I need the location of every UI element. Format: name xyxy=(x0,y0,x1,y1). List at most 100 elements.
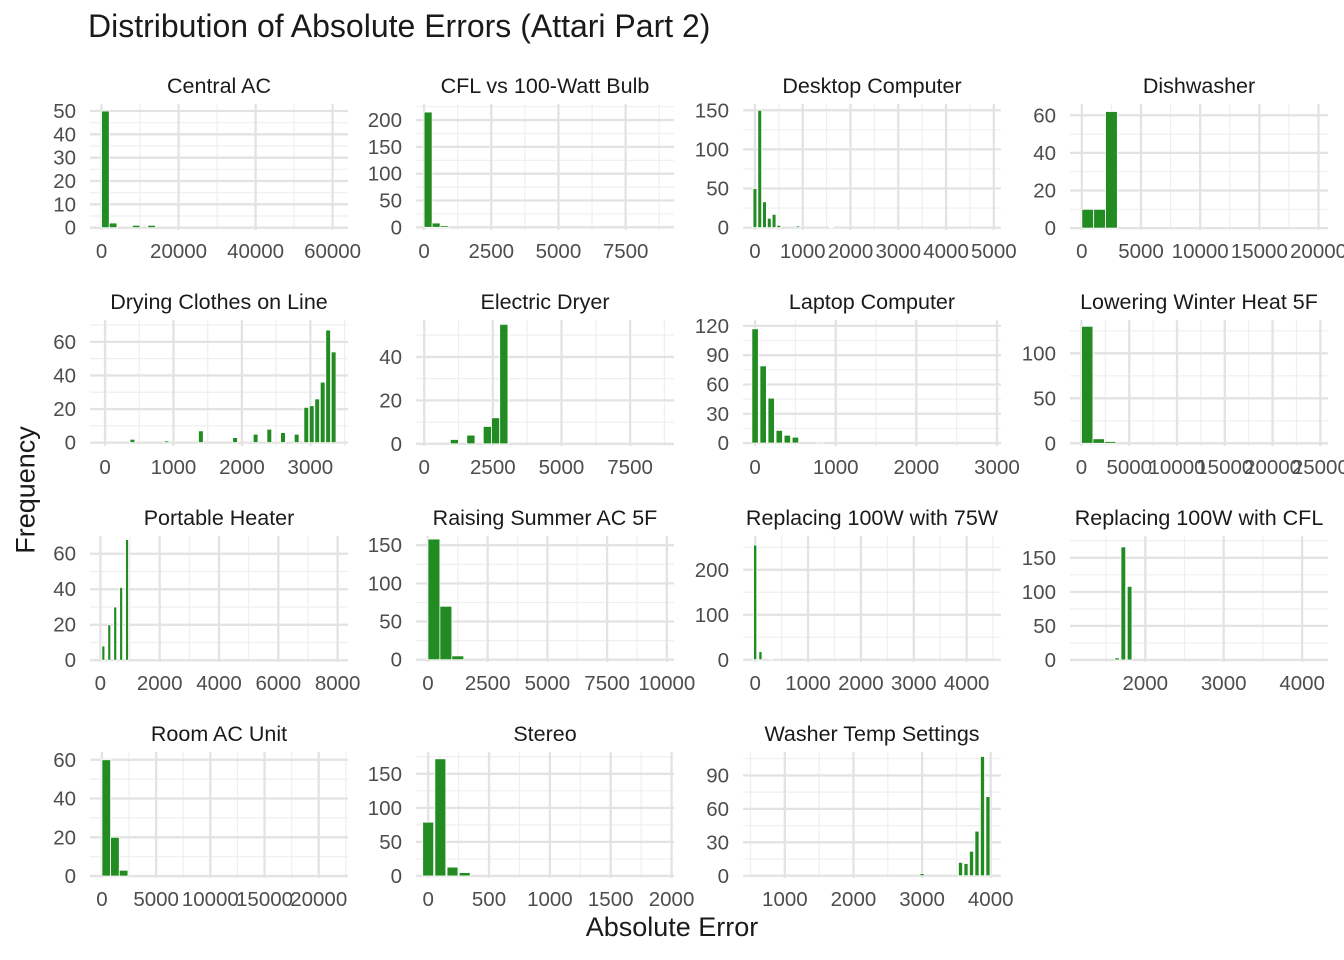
x-tick-label: 20000 xyxy=(150,240,207,263)
y-tick-label: 90 xyxy=(706,764,729,787)
bar-desktop-computer-6 xyxy=(795,225,801,229)
x-tick-label: 3000 xyxy=(891,672,937,695)
minor-grid xyxy=(743,536,1001,662)
bar-washer-temp-settings-4 xyxy=(974,830,980,877)
bar-washer-temp-settings-1 xyxy=(958,861,963,877)
y-tick-label: 50 xyxy=(1033,615,1056,638)
bar-washer-temp-settings-6 xyxy=(985,796,991,877)
x-tick-label: 0 xyxy=(418,240,429,263)
x-tick-label: 7500 xyxy=(607,456,653,479)
bar-cfl-vs-100-watt-bulb-1 xyxy=(431,222,441,228)
y-tick-label: 60 xyxy=(53,749,76,772)
bar-drying-clothes-on-line-0 xyxy=(129,438,136,444)
x-tick-label: 2000 xyxy=(894,456,940,479)
y-tick-label: 50 xyxy=(706,178,729,201)
x-tick-label: 0 xyxy=(1076,456,1087,479)
bar-stereo-2 xyxy=(446,866,459,877)
major-grid xyxy=(743,104,1001,230)
y-tick-label: 60 xyxy=(53,331,76,354)
y-tick-label: 0 xyxy=(391,433,402,456)
bar-electric-dryer-0 xyxy=(449,439,459,445)
major-grid xyxy=(90,752,348,878)
facet-title: Replacing 100W with 75W xyxy=(746,506,999,530)
bar-laptop-computer-0 xyxy=(751,328,759,444)
x-tick-label: 4000 xyxy=(944,672,990,695)
x-tick-label: 2500 xyxy=(470,456,516,479)
bar-dishwasher-0 xyxy=(1081,208,1095,229)
bar-portable-heater-2 xyxy=(113,606,118,661)
x-axis-title: Absolute Error xyxy=(585,912,759,942)
facet-title: Portable Heater xyxy=(144,506,295,530)
x-tick-label: 20000 xyxy=(290,888,347,911)
x-tick-label: 15000 xyxy=(236,888,293,911)
x-tick-label: 7500 xyxy=(584,672,630,695)
y-tick-label: 0 xyxy=(65,432,76,455)
x-tick-label: 500 xyxy=(472,888,506,911)
bar-cfl-vs-100-watt-bulb-2 xyxy=(439,225,449,228)
y-tick-label: 150 xyxy=(695,99,729,122)
x-tick-label: 1000 xyxy=(785,672,831,695)
y-tick-label: 90 xyxy=(706,344,729,367)
minor-grid xyxy=(90,752,348,878)
bar-laptop-computer-1 xyxy=(759,365,767,444)
bar-desktop-computer-4 xyxy=(771,213,777,229)
bar-drying-clothes-on-line-3 xyxy=(232,437,238,444)
y-tick-label: 30 xyxy=(706,403,729,426)
x-tick-label: 3000 xyxy=(1201,672,1247,695)
x-tick-label: 25000 xyxy=(1292,456,1344,479)
major-grid xyxy=(416,104,674,230)
bar-drying-clothes-on-line-6 xyxy=(280,432,286,444)
y-tick-label: 150 xyxy=(368,763,402,786)
y-tick-label: 20 xyxy=(53,398,76,421)
y-tick-label: 50 xyxy=(53,100,76,123)
bar-lowering-winter-heat-5f-2 xyxy=(1104,441,1117,444)
x-tick-label: 0 xyxy=(749,672,760,695)
bar-replacing-100w-with-cfl-1 xyxy=(1120,546,1127,661)
y-tick-label: 40 xyxy=(53,578,76,601)
facet-title: CFL vs 100-Watt Bulb xyxy=(441,74,650,98)
bar-washer-temp-settings-5 xyxy=(980,756,985,877)
bar-laptop-computer-6 xyxy=(815,441,824,444)
bar-portable-heater-0 xyxy=(101,645,106,661)
bar-cfl-vs-100-watt-bulb-0 xyxy=(423,111,433,228)
facet-drying-clothes-on-line: Drying Clothes on Line 0 1000 2000 3000 0 20 40… xyxy=(53,290,348,479)
facet-lowering-winter-heat-5f: Lowering Winter Heat 5F 0 5000100001500020… xyxy=(1022,290,1344,479)
y-tick-label: 40 xyxy=(53,123,76,146)
x-tick-label: 1000 xyxy=(762,888,808,911)
y-tick-label: 120 xyxy=(695,315,729,338)
y-tick-label: 50 xyxy=(379,831,402,854)
bar-desktop-computer-3 xyxy=(766,217,772,229)
x-tick-label: 1500 xyxy=(588,888,634,911)
bar-washer-temp-settings-0 xyxy=(919,873,925,877)
bar-drying-clothes-on-line-7 xyxy=(293,433,300,444)
facet-title: Replacing 100W with CFL xyxy=(1075,506,1324,530)
y-tick-label: 50 xyxy=(379,190,402,213)
bar-drying-clothes-on-line-11 xyxy=(319,381,326,444)
x-tick-label: 5000 xyxy=(133,888,179,911)
y-tick-label: 100 xyxy=(695,604,729,627)
x-tick-label: 2000 xyxy=(219,456,265,479)
x-tick-label: 2000 xyxy=(1122,672,1168,695)
x-tick-label: 10000 xyxy=(638,672,695,695)
y-tick-label: 60 xyxy=(1033,104,1056,127)
facet-washer-temp-settings: Washer Temp Settings 1000 2000 3000 4000 0 30 6… xyxy=(706,722,1013,911)
y-tick-label: 20 xyxy=(53,614,76,637)
bar-central-ac-3 xyxy=(147,224,156,229)
bar-room-ac-unit-2 xyxy=(118,869,129,877)
bar-drying-clothes-on-line-13 xyxy=(330,351,337,444)
x-tick-label: 5000 xyxy=(539,456,585,479)
x-tick-label: 10000 xyxy=(182,888,239,911)
x-tick-label: 5000 xyxy=(971,240,1017,263)
bar-washer-temp-settings-3 xyxy=(969,850,974,877)
x-tick-label: 0 xyxy=(749,240,760,263)
facet-title: Electric Dryer xyxy=(480,290,609,314)
bar-replacing-100w-with-cfl-2 xyxy=(1126,586,1133,661)
minor-grid xyxy=(1070,536,1328,662)
x-tick-label: 10000 xyxy=(1149,456,1206,479)
x-tick-label: 2000 xyxy=(137,672,183,695)
bar-replacing-100w-with-cfl-0 xyxy=(1114,657,1120,661)
facet-title: Desktop Computer xyxy=(782,74,961,98)
facet-desktop-computer: Desktop Computer 0 1000 2000 3000 4000 5000 0 50… xyxy=(695,74,1017,263)
bar-desktop-computer-2 xyxy=(762,201,767,229)
